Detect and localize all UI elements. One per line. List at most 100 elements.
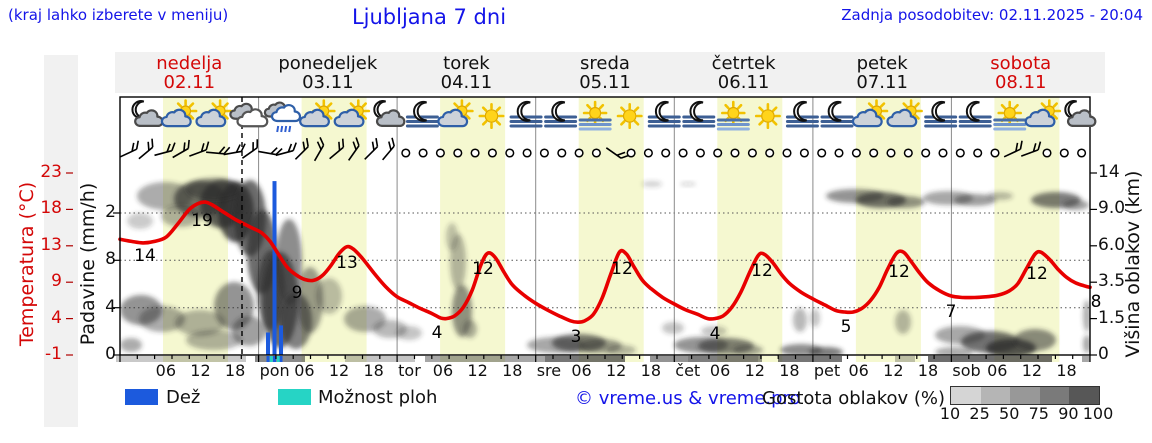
wind-barb-icon xyxy=(172,139,190,159)
height-tick-label: 14 xyxy=(1098,162,1120,182)
x-label-hour: 18 xyxy=(363,361,384,380)
calm-wind-icon xyxy=(990,148,1000,158)
calm-wind-icon xyxy=(730,148,740,158)
sun-cloud-icon xyxy=(1024,99,1062,128)
x-label-day: čet xyxy=(675,361,701,380)
moon-fog-icon xyxy=(924,100,958,128)
temperature-curve xyxy=(118,200,1092,324)
x-label-hour: 18 xyxy=(1056,361,1077,380)
height-tick-label: 9.0 xyxy=(1098,198,1126,219)
calm-wind-icon xyxy=(1059,148,1069,158)
moon-fog-icon xyxy=(682,100,716,128)
x-label-hour: 12 xyxy=(883,361,904,380)
wind-barb-icon xyxy=(275,142,297,157)
precip-tick-label: 0 xyxy=(105,344,116,364)
x-label-hour: 18 xyxy=(224,361,246,380)
axis-ticks xyxy=(113,172,1097,362)
sun-cloud-icon xyxy=(437,99,474,128)
sun-cloud-icon xyxy=(333,99,371,128)
day-date: 04.11 xyxy=(440,72,493,93)
cloud-density-scale-value: 25 xyxy=(969,404,990,423)
day-name-nedelja: nedelja xyxy=(156,53,223,74)
cloud-density-segment xyxy=(1010,387,1040,404)
cloud-density-scale-bar xyxy=(950,386,1100,405)
x-label-hour: 06 xyxy=(155,361,176,380)
x-label-hour: 12 xyxy=(744,361,765,380)
x-label-hour: 06 xyxy=(571,361,592,380)
precip-tick-label: 4 xyxy=(105,296,116,317)
height-tick-label: 3.5 xyxy=(1098,271,1126,292)
day-date: 03.11 xyxy=(302,72,354,93)
calm-wind-icon xyxy=(539,148,549,158)
credit-link[interactable]: © vreme.us & vreme.pro xyxy=(575,388,801,409)
temp-value-label: 19 xyxy=(191,211,213,231)
cloud-density-segment xyxy=(951,387,981,404)
rain-icon xyxy=(263,101,302,133)
temp-value-label: 4 xyxy=(709,324,721,344)
calm-wind-icon xyxy=(747,148,757,158)
temp-tick-label: 9 xyxy=(51,271,62,292)
x-label-hour: 18 xyxy=(779,361,800,380)
day-name-torek: torek xyxy=(443,53,490,74)
wind-barb-icon xyxy=(313,137,325,162)
moon-fog-icon xyxy=(544,100,578,128)
calm-wind-icon xyxy=(557,148,567,158)
day-header-band xyxy=(115,52,1105,93)
wind-barb-icon xyxy=(241,139,259,159)
x-label-hour: 12 xyxy=(190,361,211,380)
wind-barb-icon xyxy=(347,137,360,161)
x-label-day: pet xyxy=(813,361,841,380)
calm-wind-icon xyxy=(626,148,636,158)
calm-wind-icon xyxy=(903,148,913,158)
wind-symbols-row xyxy=(120,137,1087,162)
x-label-day: sre xyxy=(536,361,562,380)
x-label-hour: 06 xyxy=(432,361,454,380)
day-name-petek: petek xyxy=(856,53,908,74)
menu-hint-text: (kraj lahko izberete v meniju) xyxy=(8,6,229,24)
sun-icon xyxy=(478,103,505,129)
wind-barb-icon xyxy=(364,138,379,160)
sun-icon xyxy=(616,103,643,129)
calm-wind-icon xyxy=(487,148,497,158)
calm-wind-icon xyxy=(678,148,688,158)
temp-value-label: 4 xyxy=(431,323,443,343)
x-label-hour: 18 xyxy=(502,361,523,380)
sun-icon-core xyxy=(616,103,643,129)
calm-wind-icon xyxy=(435,148,445,158)
x-label-day: sob xyxy=(952,361,981,380)
calm-wind-icon xyxy=(453,148,463,158)
temp-value-label: 12 xyxy=(472,259,494,279)
temp-tick-label: 4 xyxy=(51,307,62,328)
temp-value-label: 3 xyxy=(570,327,582,347)
moon-fog-icon xyxy=(785,100,819,128)
calm-wind-icon xyxy=(782,148,792,158)
precip-tick-label: 2 xyxy=(105,202,116,222)
wind-barb-icon xyxy=(138,138,154,160)
calm-wind-icon xyxy=(505,148,515,158)
height-tick-label: 0 xyxy=(1098,344,1109,364)
day-name-sobota: sobota xyxy=(990,53,1052,74)
page-title: Ljubljana 7 dni xyxy=(351,5,507,29)
cloudy-icon xyxy=(229,102,269,128)
x-label-hour: 06 xyxy=(987,361,1008,380)
calm-wind-icon xyxy=(799,148,809,158)
sun-cloud-icon xyxy=(886,99,923,128)
x-label-hour: 18 xyxy=(640,361,661,380)
moon-fog-icon xyxy=(647,100,681,128)
temp-value-label: 12 xyxy=(1026,264,1048,284)
calm-wind-icon xyxy=(574,148,584,158)
cloud-density-scale-value: 100 xyxy=(1082,404,1114,423)
sun-fog-icon xyxy=(993,100,1027,131)
calm-wind-icon xyxy=(973,148,983,158)
showers-legend-swatch xyxy=(278,389,311,405)
last-update-text: Zadnja posodobitev: 02.11.2025 - 20:04 xyxy=(841,6,1143,24)
temp-value-label: 12 xyxy=(751,261,773,281)
temp-value-label: 9 xyxy=(291,283,303,303)
calm-wind-icon xyxy=(869,148,879,158)
calm-wind-icon xyxy=(470,148,480,158)
rain-legend-label: Dež xyxy=(166,387,201,408)
sun-icon-core xyxy=(478,103,505,129)
calm-wind-icon xyxy=(1042,148,1052,158)
